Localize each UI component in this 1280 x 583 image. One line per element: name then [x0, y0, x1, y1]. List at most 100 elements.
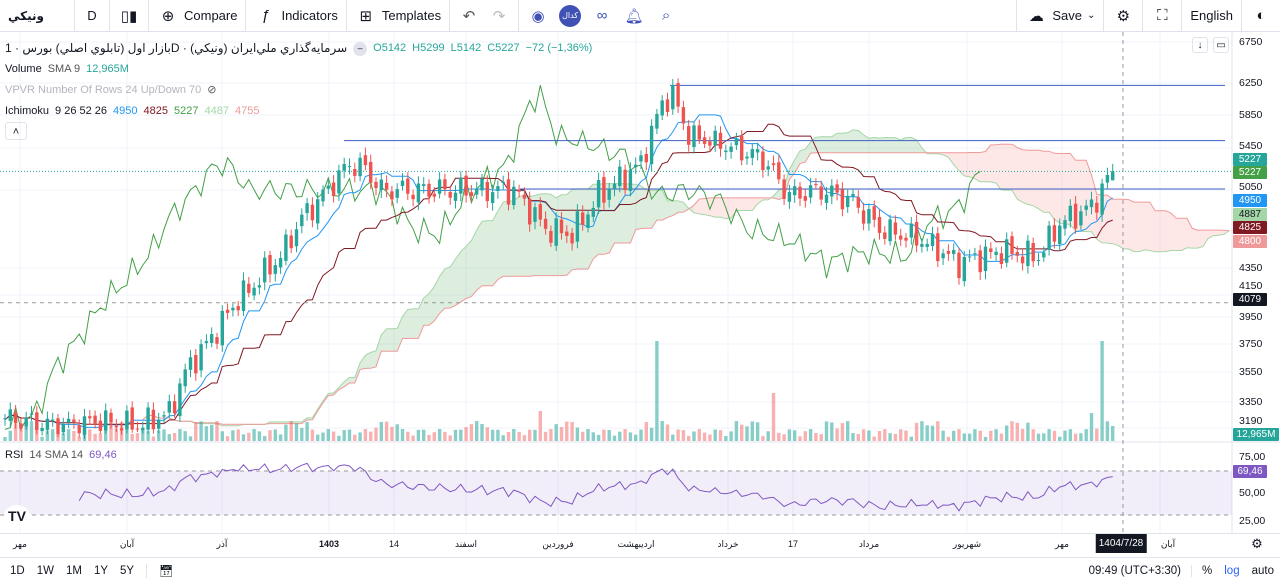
reset-icon[interactable]: ▭ — [1213, 37, 1229, 53]
volume-bar — [379, 421, 383, 441]
settings-button[interactable]: ⚙ — [1104, 0, 1144, 32]
price-tick-label: 5450 — [1239, 140, 1263, 152]
chart-canvas[interactable] — [0, 32, 1280, 533]
broker-logo-icon[interactable]: ◉ — [531, 7, 545, 25]
chart-type-button[interactable]: ▯▮ — [110, 0, 149, 32]
time-label: 17 — [787, 539, 799, 549]
ichimoku-cloud-segment — [667, 200, 673, 218]
ichimoku-cloud-segment — [916, 139, 922, 153]
fullscreen-button[interactable]: ⛶ — [1143, 0, 1183, 32]
symbol-legend: بازار اول (تابلوي اصلي) بورس · 1D · سرما… — [5, 38, 592, 59]
time-label: اسفند — [454, 539, 478, 549]
screener-icon[interactable]: ⌕ — [661, 7, 671, 24]
ichimoku-legend[interactable]: Ichimoku 9 26 52 26 4950 4825 5227 4487 4755 — [5, 101, 592, 122]
volume-bar — [448, 435, 452, 441]
timezone-button[interactable]: 09:49 (UTC+3:30) — [1083, 564, 1193, 577]
ichimoku-cloud-segment — [959, 152, 965, 176]
goto-date-icon[interactable]: 📅︎ — [146, 563, 180, 578]
volume-bar — [983, 436, 988, 441]
ichimoku-cloud-segment — [1186, 218, 1193, 249]
candle-body — [220, 310, 224, 346]
ichimoku-cloud-segment — [444, 266, 451, 309]
volume-bar — [750, 421, 754, 441]
theme-toggle[interactable]: ◐ — [1242, 0, 1280, 32]
redo-icon[interactable]: ↷ — [492, 7, 506, 25]
candle-body — [1026, 240, 1030, 267]
candle-body — [199, 344, 203, 371]
chart-area[interactable] — [0, 32, 1280, 533]
volume-bar — [257, 431, 262, 441]
hidden-eye-icon[interactable]: ⊘ — [207, 84, 217, 96]
candle-body — [607, 188, 611, 200]
volume-bar — [644, 422, 648, 441]
candle-body — [1036, 260, 1041, 262]
candle-body — [45, 418, 50, 430]
chart-legend: بازار اول (تابلوي اصلي) بورس · 1D · سرما… — [5, 38, 592, 140]
candle-body — [612, 183, 617, 189]
range-1m-button[interactable]: 1M — [65, 564, 82, 577]
volume-bar — [607, 429, 611, 441]
ichimoku-span-a-line — [142, 129, 1230, 427]
price-tick-label: 5850 — [1239, 109, 1263, 121]
range-1d-button[interactable]: 1D — [10, 564, 25, 577]
auto-toggle[interactable]: auto — [1251, 564, 1274, 577]
log-toggle[interactable]: log — [1224, 564, 1240, 577]
candle-body — [851, 193, 855, 197]
save-button[interactable]: ☁ Save ⌄ — [1016, 0, 1105, 32]
range-1y-button[interactable]: 1Y — [93, 564, 109, 577]
undo-icon[interactable]: ↶ — [462, 7, 476, 25]
volume-bar — [554, 424, 558, 441]
scroll-to-latest-icon[interactable]: ↓ — [1192, 37, 1208, 53]
price-tick-label: 4350 — [1239, 262, 1263, 274]
candle-body — [363, 155, 368, 166]
ichimoku-cloud-segment — [455, 251, 461, 306]
indicators-button[interactable]: ƒ Indicators — [246, 0, 347, 32]
candle-body — [119, 428, 124, 431]
alert-bell-icon[interactable]: 🔔︎ — [624, 7, 644, 25]
candle-body — [750, 149, 754, 158]
candle-body — [40, 427, 44, 432]
collapse-legend-button[interactable]: ˄ — [5, 122, 27, 140]
volume-bar — [363, 429, 368, 441]
symbol-search-button[interactable]: ونيکي — [0, 0, 75, 32]
candle-body — [740, 136, 744, 161]
candle-body — [98, 420, 103, 431]
candle-body — [490, 192, 495, 204]
range-1w-button[interactable]: 1W — [36, 564, 54, 577]
volume-legend[interactable]: Volume SMA 9 12,965M — [5, 59, 592, 80]
volume-bar — [400, 429, 405, 441]
rsi-legend[interactable]: RSI 14 SMA 14 69,46 — [5, 449, 117, 461]
tradingview-logo[interactable]: TV — [4, 505, 30, 527]
badge-icon[interactable]: کدال — [559, 4, 582, 27]
vpvr-legend[interactable]: VPVR Number Of Rows 24 Up/Down 70 ⊘ — [5, 80, 592, 101]
candle-body — [326, 185, 330, 189]
candle-body — [660, 100, 664, 116]
axis-settings-icon[interactable]: ⚙ — [1251, 536, 1263, 551]
collapse-icon[interactable]: – — [353, 41, 368, 56]
volume-bar — [422, 429, 426, 441]
range-5y-button[interactable]: 5Y — [120, 564, 135, 577]
binoculars-icon[interactable]: ∞ — [596, 7, 608, 24]
candle-body — [962, 256, 966, 282]
candle-body — [400, 180, 405, 186]
ichimoku-cloud-segment — [609, 183, 615, 253]
candle-body — [469, 192, 474, 197]
volume-bar — [628, 432, 633, 441]
percent-toggle[interactable]: % — [1202, 564, 1213, 577]
time-axis[interactable]: مهر آبان آذر 1403 14 اسفند فروردين ارديب… — [0, 533, 1280, 555]
ichimoku-cloud-segment — [906, 137, 912, 153]
templates-button[interactable]: ⊞ Templates — [347, 0, 451, 32]
candle-body — [1042, 252, 1046, 258]
volume-bar — [634, 434, 638, 441]
ichimoku-cloud-segment — [964, 152, 970, 177]
candle-body — [1010, 236, 1014, 254]
candle-body — [374, 181, 378, 189]
volume-bar — [3, 437, 7, 441]
candle-body — [411, 194, 415, 200]
candle-body — [856, 197, 860, 208]
volume-bar — [469, 424, 474, 441]
compare-button[interactable]: ⊕ Compare — [149, 0, 247, 32]
interval-button[interactable]: D — [75, 0, 110, 32]
language-button[interactable]: English — [1182, 0, 1242, 32]
ichimoku-span-a: 4487 — [204, 105, 229, 117]
